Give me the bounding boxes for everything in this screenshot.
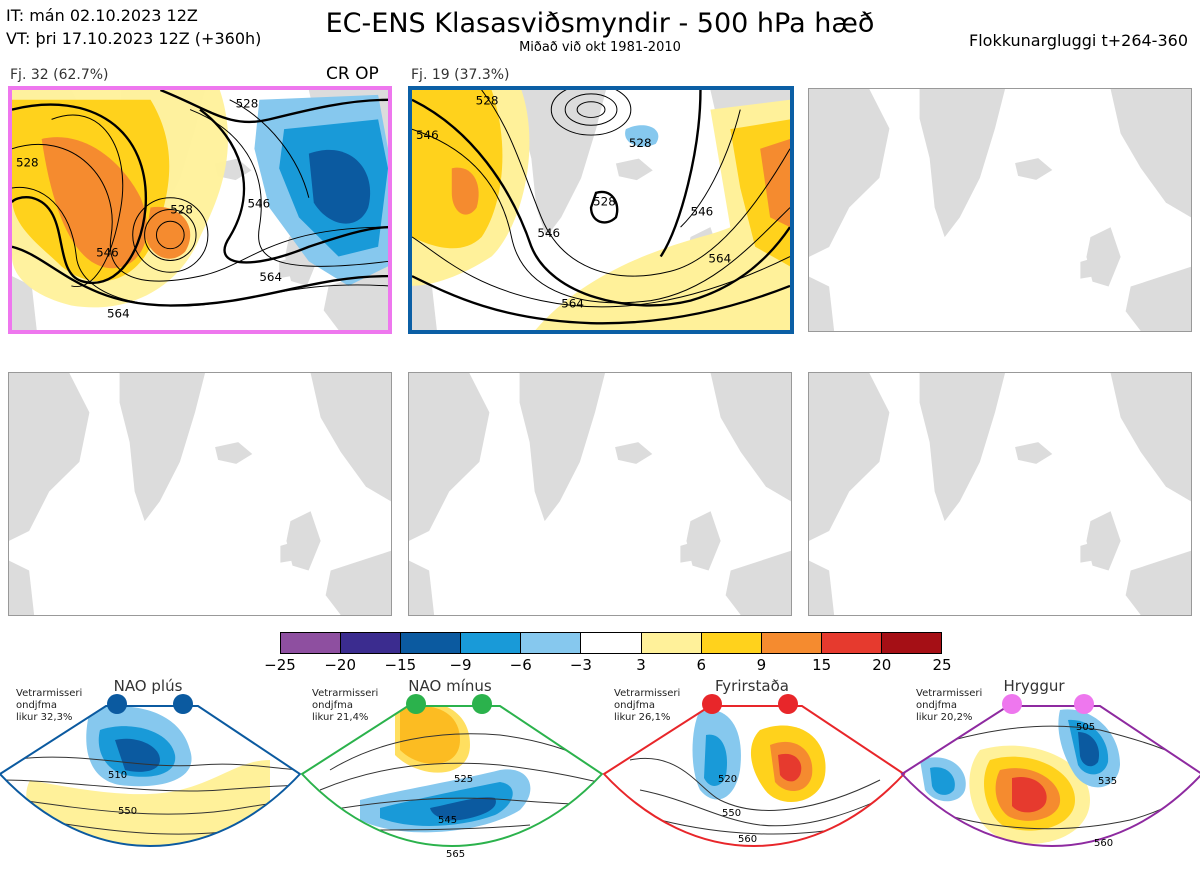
- regime-3-title: Fyrirstaða: [715, 677, 789, 695]
- regime-2-note: Vetrarmisseri ondjfma likur 21,4%: [312, 688, 379, 723]
- colorbar-segment: [581, 633, 642, 653]
- colorbar-tick-label: −6: [509, 656, 532, 674]
- colorbar-tick-label: −25: [264, 656, 296, 674]
- contour-label: 505: [1076, 722, 1095, 733]
- regime-2-title: NAO mínus: [408, 677, 492, 695]
- contour-label: 546: [96, 246, 119, 260]
- contour-label: 565: [446, 849, 465, 860]
- colorbar-tick-label: −9: [449, 656, 472, 674]
- contour-label: 535: [1098, 776, 1117, 787]
- colorbar-segment: [341, 633, 402, 653]
- regime-4-title: Hryggur: [1003, 677, 1065, 695]
- contour-label: 525: [454, 774, 473, 785]
- empty-map-5: [408, 372, 792, 616]
- regime-4-note: Vetrarmisseri ondjfma likur 20,2%: [916, 688, 983, 723]
- contour-label: 546: [691, 204, 714, 218]
- regime-maps: 510 550 525 545 565: [0, 694, 1200, 860]
- contour-label: 564: [107, 306, 130, 320]
- classification-window: Flokkunargluggi t+264-360: [969, 31, 1188, 50]
- colorbar-tick-label: 25: [932, 656, 952, 674]
- colorbar-segment: [821, 633, 882, 653]
- cluster-1-flag: CR OP: [326, 64, 379, 84]
- colorbar-segment: [281, 633, 342, 653]
- contour-label: 528: [476, 94, 499, 108]
- cluster-2-label: Fj. 19 (37.3%): [411, 67, 510, 83]
- colorbar-segment: [461, 633, 522, 653]
- contour-label: 546: [416, 128, 439, 142]
- colorbar-tick-label: −3: [569, 656, 592, 674]
- empty-map-4: [8, 372, 392, 616]
- init-time: IT: mán 02.10.2023 12Z: [6, 6, 198, 25]
- contour-label: 528: [593, 195, 616, 209]
- contour-label: 528: [16, 155, 39, 169]
- contour-label: 550: [722, 808, 741, 819]
- empty-map-3: [808, 88, 1192, 332]
- contour-label: 546: [247, 197, 270, 211]
- colorbar-tick-label: 20: [872, 656, 892, 674]
- regime-3-note: Vetrarmisseri ondjfma likur 26,1%: [614, 688, 681, 723]
- regime-1-note: Vetrarmisseri ondjfma likur 32,3%: [16, 688, 83, 723]
- regime-1-title: NAO plús: [113, 677, 183, 695]
- cluster-1-label: Fj. 32 (62.7%): [10, 67, 109, 83]
- contour-label: 520: [718, 774, 737, 785]
- contour-label: 546: [537, 226, 560, 240]
- contour-label: 545: [438, 815, 457, 826]
- empty-map-6: [808, 372, 1192, 616]
- contour-label: 528: [629, 136, 652, 150]
- contour-label: 564: [561, 297, 584, 311]
- colorbar-segment: [701, 633, 762, 653]
- init-time-header: IT: mán 02.10.2023 12Z VT: þri 17.10.202…: [6, 4, 261, 50]
- contour-label: 528: [170, 202, 193, 216]
- colorbar-segment: [881, 633, 942, 653]
- colorbar-tick-label: 15: [812, 656, 832, 674]
- colorbar: [280, 632, 942, 654]
- colorbar-segment: [641, 633, 702, 653]
- cluster-2-map: 528 546 564 528 546 546 564 528: [408, 86, 794, 334]
- colorbar-tick-label: −15: [384, 656, 417, 674]
- colorbar-segment: [401, 633, 462, 653]
- chart-title: EC-ENS Klasasviðsmyndir - 500 hPa hæð: [325, 8, 875, 39]
- cluster-1-map: 528 546 564 528 546 564 528: [8, 86, 392, 334]
- colorbar-segment: [521, 633, 582, 653]
- colorbar-tick-label: 6: [696, 656, 707, 674]
- valid-time: VT: þri 17.10.2023 12Z (+360h): [6, 29, 262, 48]
- colorbar-tick-label: 3: [636, 656, 646, 674]
- colorbar-tick-label: −20: [324, 656, 356, 674]
- contour-label: 564: [708, 251, 731, 265]
- contour-label: 528: [236, 97, 259, 111]
- chart-subtitle: Miðað við okt 1981-2010: [519, 40, 681, 55]
- contour-label: 560: [1094, 838, 1113, 849]
- contour-label: 560: [738, 834, 757, 845]
- contour-label: 564: [259, 270, 282, 284]
- colorbar-segment: [761, 633, 822, 653]
- contour-label: 550: [118, 806, 137, 817]
- contour-label: 510: [108, 770, 127, 781]
- colorbar-tick-label: 9: [756, 656, 767, 674]
